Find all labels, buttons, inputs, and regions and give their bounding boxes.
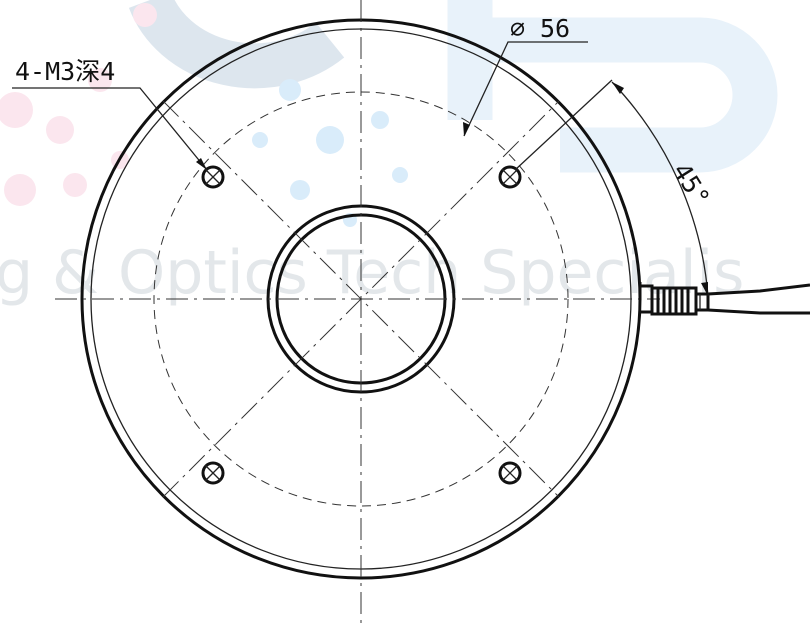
diameter-value: 56: [540, 14, 570, 43]
cable-gland: [638, 282, 810, 316]
watermark-text: g & Optics Tech Specialis: [0, 238, 744, 308]
angle-extension-line: [514, 79, 613, 171]
angle-arc: [611, 81, 709, 297]
diameter-symbol: ∅: [510, 14, 525, 43]
mounting-hole-bottom-right: [498, 461, 522, 485]
mounting-hole-top-right: [498, 165, 522, 189]
diagonal-center-line-b: [162, 100, 560, 498]
holes-callout: 4-M3深4: [12, 57, 208, 171]
holes-label: 4-M3深4: [15, 57, 115, 86]
diameter-callout: ∅ 56: [463, 14, 588, 137]
mounting-hole-top-left: [201, 165, 225, 189]
mounting-hole-bottom-left: [201, 461, 225, 485]
watermark-logo: g & Optics Tech Specialis: [0, 0, 778, 308]
